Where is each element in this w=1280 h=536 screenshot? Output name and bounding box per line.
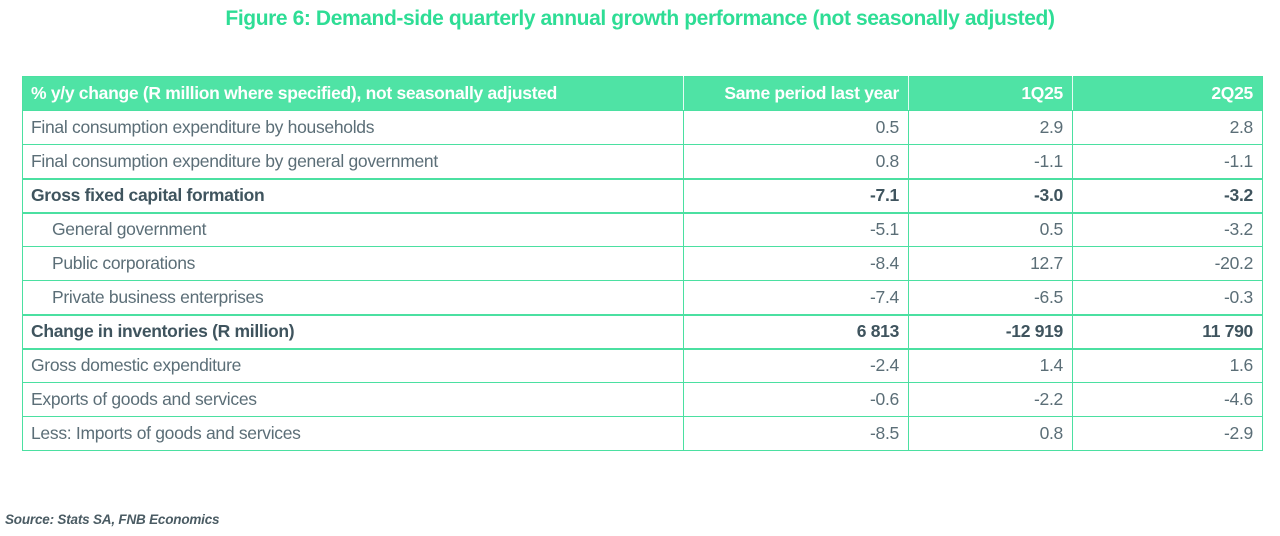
value-cell-1q25: -2.2 xyxy=(908,382,1073,417)
value-cell-2q25: -3.2 xyxy=(1072,212,1263,247)
table-row: Less: Imports of goods and services -8.5… xyxy=(22,416,1263,451)
value-cell-1q25: 0.8 xyxy=(908,416,1073,451)
value-cell-2q25: -3.2 xyxy=(1072,177,1263,214)
header-1q25: 1Q25 xyxy=(908,76,1073,111)
value-cell-2q25: 11 790 xyxy=(1072,313,1263,350)
value-cell-same-period: -2.4 xyxy=(683,348,909,383)
value-cell-1q25: -1.1 xyxy=(908,144,1073,179)
row-label-cell: Private business enterprises xyxy=(22,280,684,315)
row-label-cell: General government xyxy=(22,212,684,247)
value-cell-1q25: -12 919 xyxy=(908,313,1073,350)
value-cell-1q25: 2.9 xyxy=(908,110,1073,145)
value-cell-same-period: 0.5 xyxy=(683,110,909,145)
value-cell-1q25: 0.5 xyxy=(908,212,1073,247)
table-row: Final consumption expenditure by househo… xyxy=(22,110,1263,145)
value-cell-2q25: -1.1 xyxy=(1072,144,1263,179)
value-cell-2q25: -4.6 xyxy=(1072,382,1263,417)
value-cell-2q25: 2.8 xyxy=(1072,110,1263,145)
table-row: Private business enterprises -7.4 -6.5 -… xyxy=(22,280,1263,315)
table-row: Change in inventories (R million) 6 813 … xyxy=(22,313,1263,350)
table-row: Final consumption expenditure by general… xyxy=(22,144,1263,179)
value-cell-same-period: -8.5 xyxy=(683,416,909,451)
value-cell-same-period: -5.1 xyxy=(683,212,909,247)
row-label-cell: Final consumption expenditure by general… xyxy=(22,144,684,179)
value-cell-1q25: 12.7 xyxy=(908,246,1073,281)
table-row: Exports of goods and services -0.6 -2.2 … xyxy=(22,382,1263,417)
header-2q25: 2Q25 xyxy=(1072,76,1263,111)
table-header-row: % y/y change (R million where specified)… xyxy=(22,76,1263,111)
table-row: Gross fixed capital formation -7.1 -3.0 … xyxy=(22,177,1263,214)
value-cell-1q25: -6.5 xyxy=(908,280,1073,315)
value-cell-1q25: -3.0 xyxy=(908,177,1073,214)
row-label-cell: Gross fixed capital formation xyxy=(22,177,684,214)
value-cell-same-period: 0.8 xyxy=(683,144,909,179)
header-measure-label: % y/y change (R million where specified)… xyxy=(22,76,684,111)
row-label-cell: Public corporations xyxy=(22,246,684,281)
row-label-cell: Gross domestic expenditure xyxy=(22,348,684,383)
value-cell-2q25: -20.2 xyxy=(1072,246,1263,281)
row-label-cell: Less: Imports of goods and services xyxy=(22,416,684,451)
value-cell-same-period: -7.1 xyxy=(683,177,909,214)
row-label-cell: Final consumption expenditure by househo… xyxy=(22,110,684,145)
value-cell-same-period: -7.4 xyxy=(683,280,909,315)
source-note: Source: Stats SA, FNB Economics xyxy=(5,512,220,527)
value-cell-2q25: -2.9 xyxy=(1072,416,1263,451)
value-cell-2q25: 1.6 xyxy=(1072,348,1263,383)
row-label-cell: Change in inventories (R million) xyxy=(22,313,684,350)
value-cell-1q25: 1.4 xyxy=(908,348,1073,383)
demand-growth-table: % y/y change (R million where specified)… xyxy=(22,76,1263,451)
table-row: Gross domestic expenditure -2.4 1.4 1.6 xyxy=(22,348,1263,383)
table-row: General government -5.1 0.5 -3.2 xyxy=(22,212,1263,247)
value-cell-2q25: -0.3 xyxy=(1072,280,1263,315)
table-row: Public corporations -8.4 12.7 -20.2 xyxy=(22,246,1263,281)
figure-title: Figure 6: Demand-side quarterly annual g… xyxy=(225,7,1055,30)
value-cell-same-period: 6 813 xyxy=(683,313,909,350)
row-label-cell: Exports of goods and services xyxy=(22,382,684,417)
value-cell-same-period: -0.6 xyxy=(683,382,909,417)
header-same-period-last-year: Same period last year xyxy=(683,76,909,111)
value-cell-same-period: -8.4 xyxy=(683,246,909,281)
